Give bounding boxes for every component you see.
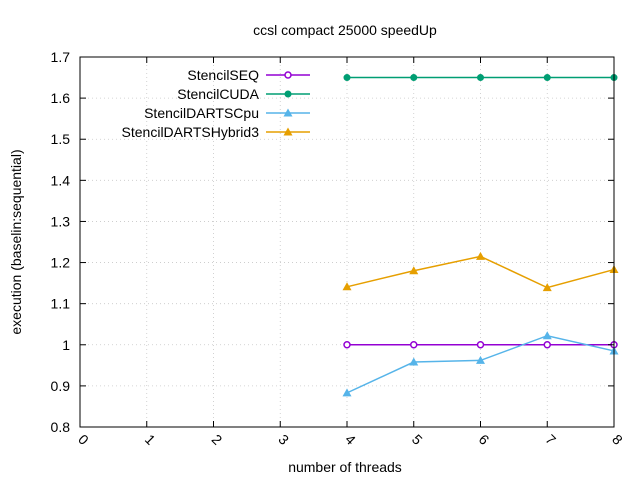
data-point-stencilseq [343,341,351,349]
data-point-stencildartshybrid3 [476,251,485,260]
data-point-stencildartscpu [542,331,552,340]
x-tick-label: 5 [409,431,426,448]
data-point-stencildartshybrid3 [409,266,419,275]
y-tick-label: 1.7 [51,49,71,65]
y-tick-label: 1 [62,337,70,353]
x-tick-label: 2 [209,431,226,448]
y-tick-label: 1.6 [51,90,71,106]
y-tick-label: 1.5 [51,131,71,147]
legend-marker [284,71,292,79]
series-stencilcuda [343,74,618,82]
axis-ticks: 0.8 0.9 1 1.1 1.2 1.3 1.4 1.5 1.6 1.7 0 1 2 3 4 5 6 7 8 [51,49,627,448]
series-layer [342,74,619,397]
legend-item-stencilseq: StencilSEQ [187,67,310,83]
data-point-stencilcuda [543,74,551,82]
series-stencildartshybrid3 [342,251,619,292]
y-tick-label: 1.1 [51,296,71,312]
y-tick-label: 0.9 [51,378,71,394]
y-axis-label: execution (baselin:sequential) [8,149,24,334]
y-tick-label: 0.8 [51,419,71,435]
data-point-stencildartscpu [476,355,485,364]
legend: StencilSEQ StencilCUDA StencilDARTSCpu Sten… [122,67,310,140]
series-stencildartscpu [342,331,619,397]
data-point-stencilseq [543,341,551,349]
legend-marker [283,127,293,136]
data-point-stencilcuda [410,74,418,82]
data-point-stencilcuda [343,74,351,82]
x-tick-label: 8 [609,431,626,448]
y-tick-label: 1.3 [51,213,71,229]
legend-label: StencilCUDA [177,86,259,102]
legend-marker [283,108,293,117]
data-point-stencildartscpu [342,388,352,397]
legend-item-stencildartshybrid3: StencilDARTSHybrid3 [122,124,310,140]
x-tick-label: 1 [142,431,159,448]
chart-title: ccsl compact 25000 speedUp [253,22,437,38]
x-tick-label: 3 [275,431,292,448]
legend-label: StencilDARTSCpu [144,105,259,121]
x-axis-label: number of threads [288,459,402,475]
legend-item-stencilcuda: StencilCUDA [177,86,310,102]
y-tick-label: 1.4 [51,172,71,188]
x-tick-label: 6 [476,431,493,448]
data-point-stencildartshybrid3 [542,283,552,292]
data-point-stencilseq [476,341,485,349]
x-tick-label: 0 [75,431,92,448]
legend-marker [284,90,292,98]
legend-label: StencilDARTSHybrid3 [122,124,260,140]
legend-item-stencildartscpu: StencilDARTSCpu [144,105,310,121]
data-point-stencilseq [410,341,418,349]
legend-label: StencilSEQ [187,67,259,83]
data-point-stencildartscpu [409,357,419,366]
x-tick-label: 7 [542,431,559,448]
y-tick-label: 1.2 [51,255,71,271]
data-point-stencildartshybrid3 [342,282,352,291]
x-tick-label: 4 [342,431,359,448]
data-point-stencilcuda [477,74,484,82]
series-stencilseq [343,341,618,349]
